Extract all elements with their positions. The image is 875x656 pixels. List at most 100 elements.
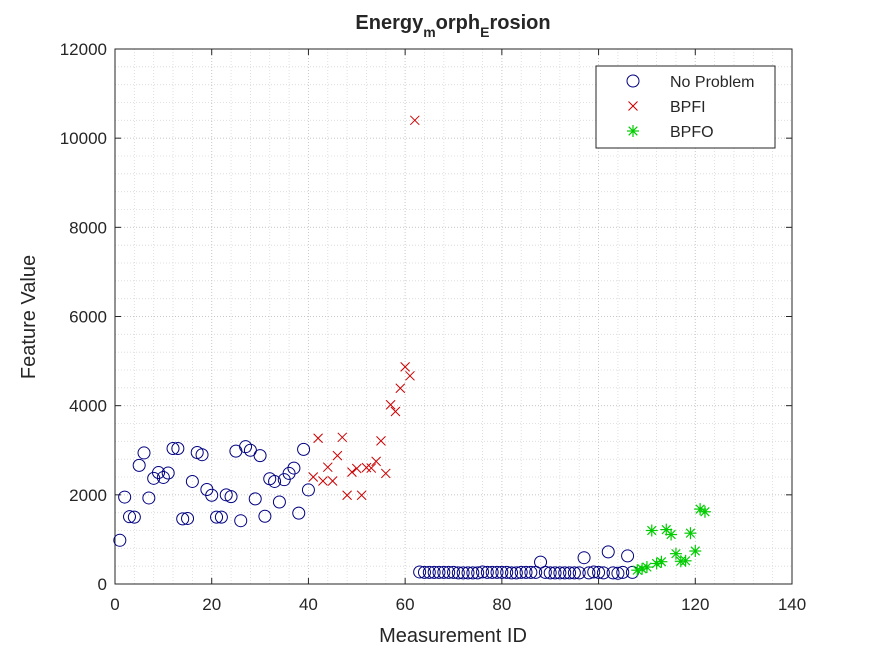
data-point [596,566,610,580]
data-point [636,562,649,575]
data-point [432,565,446,579]
x-tick-label: 20 [202,595,221,614]
data-point [524,565,538,579]
data-point [318,476,328,486]
data-point [500,565,514,579]
data-point [156,470,170,484]
data-point [422,565,436,579]
data-point [282,466,296,480]
data-point [679,554,692,567]
data-point [297,442,311,456]
data-point [577,551,591,565]
data-point [553,566,567,580]
data-point [347,467,357,477]
data-point [123,510,137,524]
data-point [519,565,533,579]
y-tick-label: 2000 [69,486,107,505]
data-point [356,490,367,501]
data-point [313,433,323,444]
data-point [185,474,199,488]
data-point [142,491,156,505]
legend: No Problem BPFI BPFO [595,65,776,149]
data-point [292,506,306,520]
data-point [171,441,185,455]
series-bpfi [308,115,420,501]
data-point [268,474,282,488]
y-tick-label: 8000 [69,218,107,237]
data-point [655,555,668,568]
data-point [451,566,465,580]
data-point [611,566,625,580]
data-point [258,509,272,523]
data-point [442,565,456,579]
data-point [385,399,396,410]
x-axis-title: Measurement ID [379,625,527,647]
data-point [176,512,190,526]
y-axis-title: Feature Value [18,255,40,379]
data-point [514,565,528,579]
data-point [161,466,175,480]
data-point [456,566,470,580]
data-point [322,462,333,473]
data-point [669,547,682,560]
data-point [308,472,319,482]
data-point [405,370,415,381]
legend-marker-no-problem [626,74,640,88]
data-point [587,565,601,579]
legend-label-no-problem: No Problem [670,74,754,91]
y-tick-label: 12000 [60,40,107,59]
data-point [665,528,678,541]
data-point [505,566,519,580]
data-point [461,566,475,580]
data-point [567,566,581,580]
data-point [485,565,499,579]
data-point [447,565,460,579]
data-point [332,450,343,461]
x-tick-label: 80 [492,595,511,614]
x-tick-label: 60 [396,595,415,614]
data-point [395,383,406,394]
y-tick-label: 4000 [69,397,107,416]
data-point [621,549,635,563]
data-point [380,468,391,479]
legend-marker-bpfi [628,101,638,111]
data-point [366,463,377,473]
data-point [645,524,658,537]
data-point [543,566,557,580]
data-point [239,440,253,454]
data-point [466,566,480,580]
data-point [476,565,490,579]
data-point [195,448,209,462]
data-point [427,565,441,579]
y-tick-label: 0 [98,575,107,594]
data-point [132,458,146,472]
data-point [205,488,219,502]
data-point [152,466,166,480]
data-point [698,505,711,518]
data-point [376,436,386,446]
data-point [616,565,630,579]
data-point [361,462,372,473]
data-point [181,511,195,525]
data-point [214,510,228,524]
data-point [650,557,663,570]
data-point [480,565,494,579]
data-point [118,490,132,504]
x-tick-label: 120 [681,595,709,614]
data-point [509,566,523,580]
data-point [471,566,485,580]
data-point [113,533,127,547]
x-tick-label: 100 [584,595,612,614]
data-point [538,565,552,579]
data-point [563,566,577,580]
chart-title: EnergymorphErosion [355,12,550,40]
data-point [210,510,224,524]
data-point [400,362,410,372]
data-point [224,490,238,504]
y-tick-label: 6000 [69,308,107,327]
data-point [166,441,180,455]
data-point [234,514,248,528]
series-no-problem [113,440,639,580]
data-point [301,483,315,497]
